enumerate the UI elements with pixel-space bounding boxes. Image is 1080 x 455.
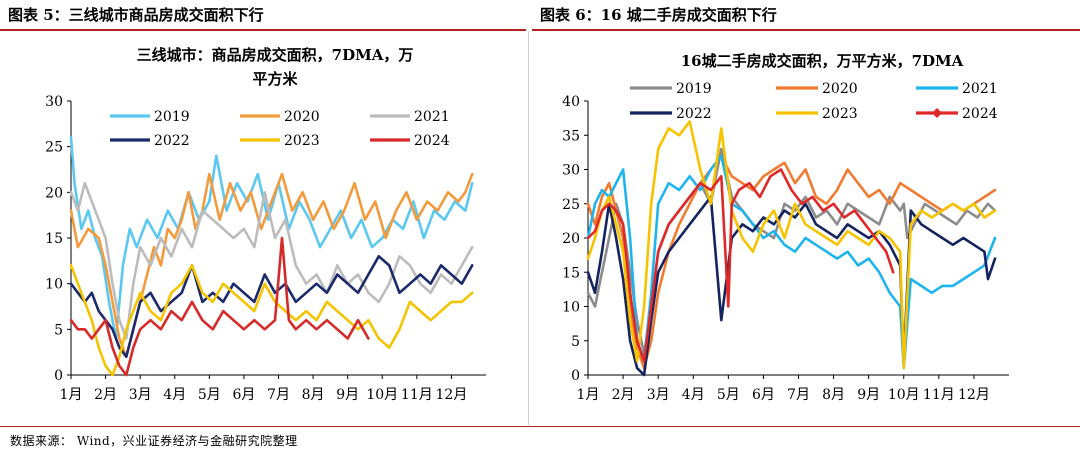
left-y-tick-label: 20 bbox=[45, 185, 63, 201]
right-x-tick-label: 4月 bbox=[682, 387, 705, 403]
right-y-tick-label: 30 bbox=[562, 163, 580, 179]
right-legend-label: 2022 bbox=[676, 106, 712, 122]
right-series-line-2020 bbox=[586, 154, 997, 370]
left-legend-label: 2020 bbox=[284, 109, 320, 125]
left-series-line-2021 bbox=[69, 181, 474, 340]
right-legend-label: 2020 bbox=[822, 81, 858, 97]
left-chart-title-line-1: 三线城市：商品房成交面积，7DMA，万 bbox=[137, 46, 414, 64]
left-legend-item-2021: 2021 bbox=[370, 109, 450, 125]
right-x-tick-label: 1月 bbox=[577, 387, 600, 403]
left-legend-label: 2022 bbox=[154, 133, 190, 149]
left-x-tick-label: 12月 bbox=[436, 387, 468, 403]
left-y-tick-label: 0 bbox=[54, 368, 63, 384]
left-y-tick-label: 10 bbox=[45, 277, 63, 293]
left-legend-label: 2023 bbox=[284, 133, 320, 149]
left-x-tick-label: 10月 bbox=[366, 387, 398, 403]
right-x-tick-label: 10月 bbox=[888, 387, 920, 403]
right-header-rule bbox=[532, 29, 1080, 31]
right-legend-label: 2019 bbox=[676, 81, 712, 97]
right-legend-label: 2023 bbox=[822, 106, 858, 122]
right-legend-item-2020: 2020 bbox=[776, 81, 858, 97]
right-y-tick-label: 35 bbox=[562, 128, 580, 144]
right-legend-label: 2021 bbox=[962, 81, 998, 97]
left-legend-label: 2024 bbox=[414, 133, 450, 149]
left-x-tick-label: 11月 bbox=[401, 387, 433, 403]
right-legend-item-2022: 2022 bbox=[630, 106, 712, 122]
left-y-tick-label: 30 bbox=[45, 94, 63, 110]
right-series-line-2024 bbox=[586, 168, 895, 363]
panel-divider bbox=[528, 31, 529, 425]
right-y-tick-label: 40 bbox=[562, 94, 580, 110]
right-chart-title-line-1: 16城二手房成交面积，万平方米，7DMA bbox=[681, 52, 964, 70]
right-chart: 16城二手房成交面积，万平方米，7DMA 0 5 10 15 20 25 30 35 40 1月 2月… bbox=[562, 52, 1009, 403]
left-x-tick-label: 2月 bbox=[94, 387, 117, 403]
right-y-tick-label: 10 bbox=[562, 300, 580, 316]
right-legend-diamond-marker bbox=[932, 108, 942, 118]
right-x-tick-label: 3月 bbox=[647, 387, 670, 403]
right-legend-item-2019: 2019 bbox=[630, 81, 712, 97]
left-header-rule bbox=[0, 29, 526, 31]
left-x-tick-label: 8月 bbox=[302, 387, 325, 403]
right-x-tick-label: 8月 bbox=[822, 387, 845, 403]
left-series-line-2022 bbox=[69, 255, 474, 359]
right-y-tick-label: 25 bbox=[562, 197, 580, 213]
left-legend-label: 2021 bbox=[414, 109, 450, 125]
left-series-line-2024 bbox=[69, 236, 370, 377]
right-y-tick-label: 5 bbox=[571, 334, 580, 350]
left-y-tick-label: 25 bbox=[45, 140, 63, 156]
left-legend-item-2019: 2019 bbox=[110, 109, 190, 125]
left-x-tick-label: 4月 bbox=[163, 387, 186, 403]
left-legend-item-2022: 2022 bbox=[110, 133, 190, 149]
left-chart-header: 图表 5：三线城市商品房成交面积下行 bbox=[8, 6, 264, 24]
right-x-tick-label: 12月 bbox=[958, 387, 990, 403]
left-x-tick-label: 1月 bbox=[60, 387, 83, 403]
left-y-tick-label: 5 bbox=[54, 322, 63, 338]
right-x-tick-label: 9月 bbox=[857, 387, 880, 403]
right-x-tick-label: 7月 bbox=[787, 387, 810, 403]
left-x-tick-label: 9月 bbox=[336, 387, 359, 403]
right-legend-item-2023: 2023 bbox=[776, 106, 858, 122]
left-series-line-2023 bbox=[69, 264, 474, 377]
right-legend-label: 2024 bbox=[962, 106, 998, 122]
right-x-tick-label: 6月 bbox=[752, 387, 775, 403]
right-legend-item-2021: 2021 bbox=[916, 81, 998, 97]
left-legend-label: 2019 bbox=[154, 109, 190, 125]
left-x-tick-label: 6月 bbox=[232, 387, 255, 403]
right-x-tick-label: 2月 bbox=[612, 387, 635, 403]
right-series-line-2023 bbox=[586, 120, 997, 370]
right-legend-item-2024: 2024 bbox=[916, 106, 998, 122]
left-chart: 三线城市：商品房成交面积，7DMA，万平方米 0 5 10 15 20 25 30 1月 2月 3月… bbox=[45, 46, 486, 403]
right-y-tick-label: 15 bbox=[562, 265, 580, 281]
left-y-tick-label: 15 bbox=[45, 231, 63, 247]
footer-rule bbox=[0, 426, 1080, 427]
left-legend-item-2023: 2023 bbox=[240, 133, 320, 149]
left-x-tick-label: 3月 bbox=[129, 387, 152, 403]
source-note: 数据来源： Wind，兴业证券经济与金融研究院整理 bbox=[10, 434, 298, 448]
right-x-tick-label: 11月 bbox=[923, 387, 955, 403]
right-y-tick-label: 20 bbox=[562, 231, 580, 247]
left-chart-title-line-2: 平方米 bbox=[252, 70, 298, 88]
right-x-tick-label: 5月 bbox=[717, 387, 740, 403]
left-legend-item-2024: 2024 bbox=[370, 133, 450, 149]
left-legend-item-2020: 2020 bbox=[240, 109, 320, 125]
right-chart-header: 图表 6：16 城二手房成交面积下行 bbox=[540, 6, 777, 24]
right-y-tick-label: 0 bbox=[571, 368, 580, 384]
right-series-line-2022 bbox=[586, 195, 997, 377]
left-x-tick-label: 7月 bbox=[267, 387, 290, 403]
left-x-tick-label: 5月 bbox=[198, 387, 221, 403]
